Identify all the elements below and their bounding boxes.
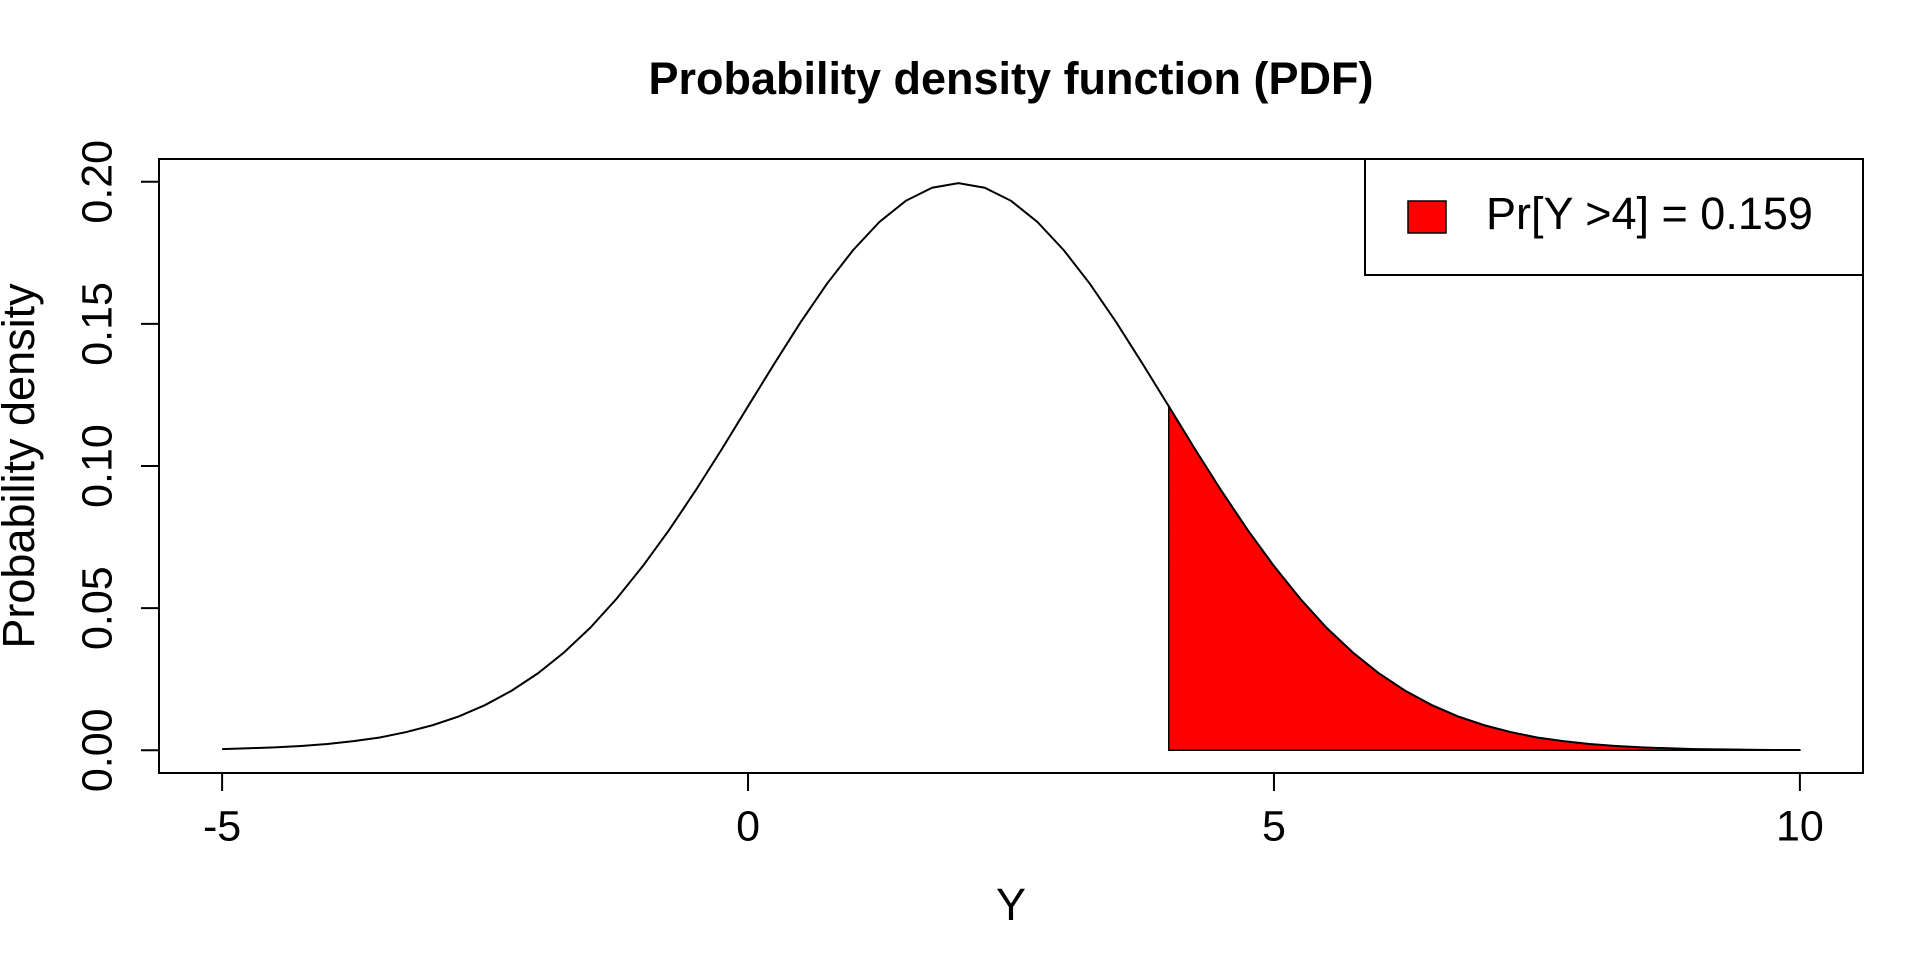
legend-box (1364, 158, 1864, 276)
y-tick-label: 0.05 (73, 566, 121, 650)
x-tick-label: -5 (203, 802, 241, 850)
density-curve (222, 182, 1800, 751)
x-tick-label: 10 (1776, 802, 1824, 850)
y-axis-label: Probability density (0, 283, 44, 649)
legend-swatch (1407, 200, 1447, 234)
y-tick-label: 0.15 (73, 282, 121, 366)
legend-label: Pr[Y >4] = 0.159 (1486, 188, 1813, 239)
y-tick-label: 0.00 (73, 708, 121, 792)
chart-title: Probability density function (PDF) (648, 53, 1373, 104)
y-tick-label: 0.20 (73, 140, 121, 224)
x-tick-label: 5 (1262, 802, 1286, 850)
x-tick-label: 0 (736, 802, 760, 850)
x-axis-label: Y (996, 879, 1026, 930)
y-tick-label: 0.10 (73, 424, 121, 508)
